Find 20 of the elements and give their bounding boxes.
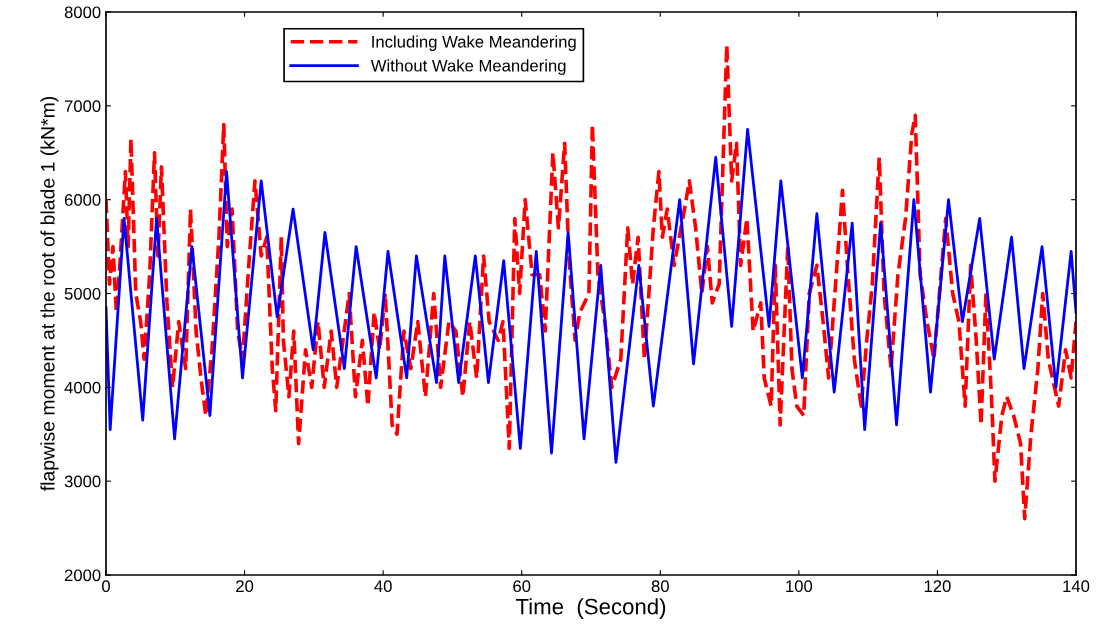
line-series	[106, 127, 1076, 464]
x-axis-title: Time (Second)	[515, 598, 666, 619]
y-tick-label: 6000	[64, 194, 101, 206]
x-tick-label: 140	[1063, 580, 1090, 593]
y-tick-label: 5000	[64, 287, 101, 300]
y-tick-label: 3000	[64, 475, 101, 488]
x-tick-label: 20	[236, 580, 254, 593]
legend-label: Including Wake Meandering	[372, 35, 576, 51]
x-tick-label: 60	[513, 580, 531, 593]
legend-label: Without Wake Meandering	[370, 59, 566, 75]
y-tick-label: 7000	[64, 100, 101, 113]
x-tick-label: 80	[651, 580, 669, 593]
y-tick-label: 2000	[64, 569, 101, 582]
x-tick-label: 0	[102, 580, 110, 593]
y-tick-label: 4000	[64, 381, 101, 394]
x-tick-label: 100	[786, 580, 813, 593]
y-tick-label: 8000	[64, 6, 101, 19]
x-tick-label: 40	[374, 580, 392, 593]
x-tick-label: 120	[924, 580, 951, 593]
y-axis-title: flapwise moment at the root of blade 1 (kN*m)	[40, 96, 59, 491]
